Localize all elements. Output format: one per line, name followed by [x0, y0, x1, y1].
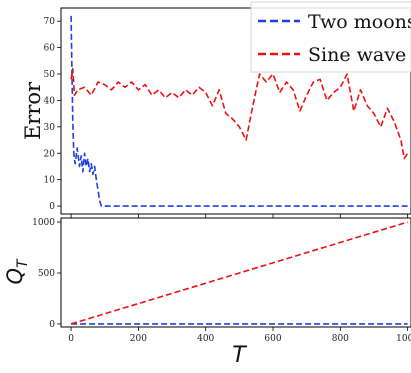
top-series-sine-wave [70, 67, 409, 160]
bottom-y-axis-title: QT [3, 258, 31, 285]
bottom-x-axis-title: T [232, 343, 247, 368]
top-y-tick-label: 20 [44, 149, 56, 159]
bottom-x-tick-label: 200 [130, 334, 147, 344]
q-symbol: Q [3, 268, 27, 285]
bottom-panel: 0500100002004006008001000 QT T [3, 217, 411, 368]
top-y-tick-label: 40 [44, 96, 56, 106]
q-subscript: T [15, 258, 31, 268]
top-series-lines [70, 15, 409, 207]
legend: Two moons Sine wave [250, 1, 411, 73]
bottom-x-tick-label: 600 [264, 334, 281, 344]
top-y-tick-label: 0 [49, 202, 55, 212]
bottom-series-lines [70, 221, 408, 325]
bottom-plot-frame [60, 217, 411, 328]
top-y-tick-label: 70 [44, 17, 56, 27]
top-y-tick-label: 10 [44, 176, 56, 186]
top-y-axis-title: Error [21, 81, 45, 140]
top-plot-frame [60, 7, 411, 215]
bottom-y-tick-label: 0 [49, 320, 55, 330]
bottom-y-tick-label: 1000 [32, 218, 55, 228]
bottom-y-tick-label: 500 [38, 269, 55, 279]
bottom-x-tick-label: 1000 [396, 334, 411, 344]
bottom-x-tick-label: 800 [332, 334, 349, 344]
top-y-tick-label: 50 [44, 70, 56, 80]
top-y-tick-label: 60 [44, 44, 56, 54]
top-ticks: 0 10 20 30 40 50 60 70 [44, 17, 409, 218]
legend-label-two-moons: Two moons [308, 11, 411, 33]
top-y-tick-label: 30 [44, 123, 56, 133]
legend-box [250, 1, 411, 73]
top-series-two-moons [70, 15, 408, 207]
top-panel: 0 10 20 30 40 50 60 70 Error Two moons Sine wav… [21, 1, 411, 218]
bottom-series-sine-wave [70, 221, 408, 325]
bottom-x-tick-label: 0 [68, 334, 74, 344]
bottom-x-tick-label: 400 [197, 334, 214, 344]
legend-label-sine-wave: Sine wave [308, 44, 406, 66]
bottom-ticks: 0 500 1000 0 200 400 600 800 1000 [32, 218, 411, 344]
